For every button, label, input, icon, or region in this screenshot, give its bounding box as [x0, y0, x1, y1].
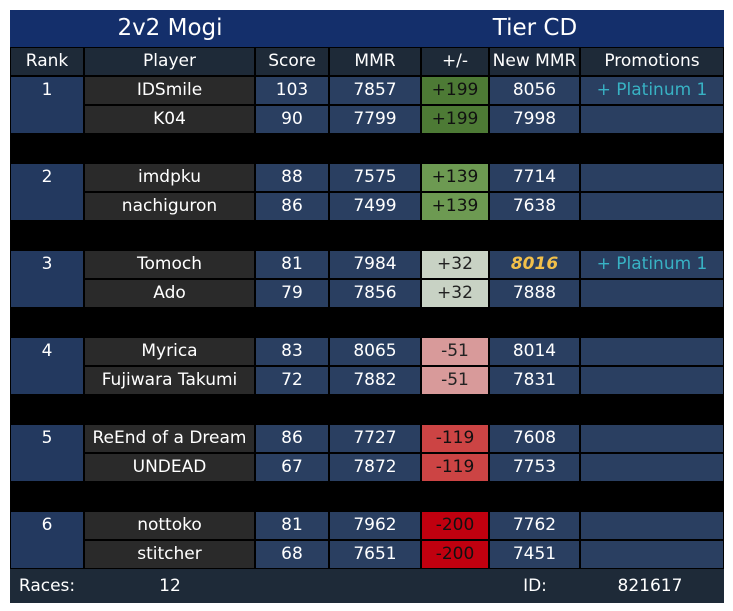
- mmr-delta: -51: [421, 337, 489, 366]
- player-score: 88: [255, 163, 329, 192]
- new-mmr: 8014: [489, 337, 580, 366]
- promotion: + Platinum 1: [580, 250, 724, 279]
- promotion: [580, 424, 724, 453]
- player-name: Tomoch: [84, 250, 255, 279]
- mogi-format-title: 2v2 Mogi: [117, 15, 223, 41]
- column-header-delta: +/-: [421, 47, 489, 76]
- new-mmr: 7451: [489, 540, 580, 569]
- team-rank: 6: [10, 511, 84, 569]
- mmr-delta: +139: [421, 192, 489, 221]
- player-mmr: 7872: [329, 453, 421, 482]
- table-footer: [10, 569, 724, 603]
- player-name: IDSmile: [84, 76, 255, 105]
- new-mmr: 7753: [489, 453, 580, 482]
- promotion: [580, 192, 724, 221]
- promotion: + Platinum 1: [580, 76, 724, 105]
- promotion: [580, 337, 724, 366]
- player-mmr: 7856: [329, 279, 421, 308]
- player-score: 67: [255, 453, 329, 482]
- new-mmr: 7638: [489, 192, 580, 221]
- promotion: [580, 453, 724, 482]
- table-header-bar: 2v2 Mogi Tier CD: [10, 10, 724, 47]
- mmr-delta: -200: [421, 540, 489, 569]
- column-header-player: Player: [84, 47, 255, 76]
- player-mmr: 7962: [329, 511, 421, 540]
- column-header-score: Score: [255, 47, 329, 76]
- column-header-new-mmr: New MMR: [489, 47, 580, 76]
- new-mmr: 7608: [489, 424, 580, 453]
- new-mmr: 7888: [489, 279, 580, 308]
- column-header-rank: Rank: [10, 47, 84, 76]
- player-name: nachiguron: [84, 192, 255, 221]
- team-rank: 1: [10, 76, 84, 134]
- player-score: 90: [255, 105, 329, 134]
- new-mmr: 7831: [489, 366, 580, 395]
- team-rank: 4: [10, 337, 84, 395]
- player-name: stitcher: [84, 540, 255, 569]
- mmr-delta: +32: [421, 279, 489, 308]
- player-name: K04: [84, 105, 255, 134]
- player-score: 81: [255, 511, 329, 540]
- player-name: Fujiwara Takumi: [84, 366, 255, 395]
- mmr-delta: +32: [421, 250, 489, 279]
- player-mmr: 7799: [329, 105, 421, 134]
- player-score: 81: [255, 250, 329, 279]
- team-rank: 3: [10, 250, 84, 308]
- player-name: Ado: [84, 279, 255, 308]
- player-score: 86: [255, 192, 329, 221]
- player-name: nottoko: [84, 511, 255, 540]
- player-mmr: 7882: [329, 366, 421, 395]
- promotion: [580, 540, 724, 569]
- player-mmr: 7575: [329, 163, 421, 192]
- player-score: 68: [255, 540, 329, 569]
- tier-title: Tier CD: [492, 15, 578, 41]
- player-score: 83: [255, 337, 329, 366]
- match-id-label: ID:: [523, 576, 547, 596]
- new-mmr: 8016: [489, 250, 580, 279]
- team-rank: 2: [10, 163, 84, 221]
- mmr-delta: +199: [421, 105, 489, 134]
- column-header-promotions: Promotions: [580, 47, 724, 76]
- mmr-delta: -200: [421, 511, 489, 540]
- new-mmr: 7714: [489, 163, 580, 192]
- races-label: Races:: [18, 576, 76, 596]
- player-score: 79: [255, 279, 329, 308]
- match-id-value: 821617: [617, 576, 683, 596]
- player-score: 103: [255, 76, 329, 105]
- new-mmr: 8056: [489, 76, 580, 105]
- mmr-delta: -119: [421, 424, 489, 453]
- column-header-mmr: MMR: [329, 47, 421, 76]
- team-rank: 5: [10, 424, 84, 482]
- mmr-delta: -51: [421, 366, 489, 395]
- player-mmr: 7499: [329, 192, 421, 221]
- player-name: UNDEAD: [84, 453, 255, 482]
- promotion: [580, 511, 724, 540]
- player-score: 86: [255, 424, 329, 453]
- mmr-delta: +139: [421, 163, 489, 192]
- player-mmr: 7857: [329, 76, 421, 105]
- promotion: [580, 279, 724, 308]
- player-name: ReEnd of a Dream: [84, 424, 255, 453]
- results-table: 2v2 Mogi Tier CD Rank Player Score MMR +/- Ne…: [10, 10, 724, 603]
- mmr-delta: +199: [421, 76, 489, 105]
- player-name: imdpku: [84, 163, 255, 192]
- player-mmr: 8065: [329, 337, 421, 366]
- player-mmr: 7651: [329, 540, 421, 569]
- promotion: [580, 366, 724, 395]
- races-value: 12: [159, 576, 181, 596]
- mmr-delta: -119: [421, 453, 489, 482]
- player-score: 72: [255, 366, 329, 395]
- player-mmr: 7727: [329, 424, 421, 453]
- player-mmr: 7984: [329, 250, 421, 279]
- promotion: [580, 105, 724, 134]
- new-mmr: 7998: [489, 105, 580, 134]
- new-mmr: 7762: [489, 511, 580, 540]
- player-name: Myrica: [84, 337, 255, 366]
- promotion: [580, 163, 724, 192]
